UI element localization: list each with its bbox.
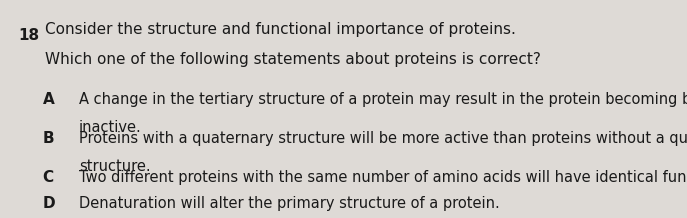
Text: C: C <box>43 170 54 185</box>
Text: A change in the tertiary structure of a protein may result in the protein becomi: A change in the tertiary structure of a … <box>79 92 687 107</box>
Text: B: B <box>43 131 54 146</box>
Text: Proteins with a quaternary structure will be more active than proteins without a: Proteins with a quaternary structure wil… <box>79 131 687 146</box>
Text: 18: 18 <box>18 28 39 43</box>
Text: Consider the structure and functional importance of proteins.: Consider the structure and functional im… <box>45 22 515 37</box>
Text: Which one of the following statements about proteins is correct?: Which one of the following statements ab… <box>45 52 541 67</box>
Text: Denaturation will alter the primary structure of a protein.: Denaturation will alter the primary stru… <box>79 196 499 211</box>
Text: Two different proteins with the same number of amino acids will have identical f: Two different proteins with the same num… <box>79 170 687 185</box>
Text: A: A <box>43 92 54 107</box>
Text: D: D <box>43 196 55 211</box>
Text: structure.: structure. <box>79 159 150 174</box>
Text: inactive.: inactive. <box>79 120 142 135</box>
